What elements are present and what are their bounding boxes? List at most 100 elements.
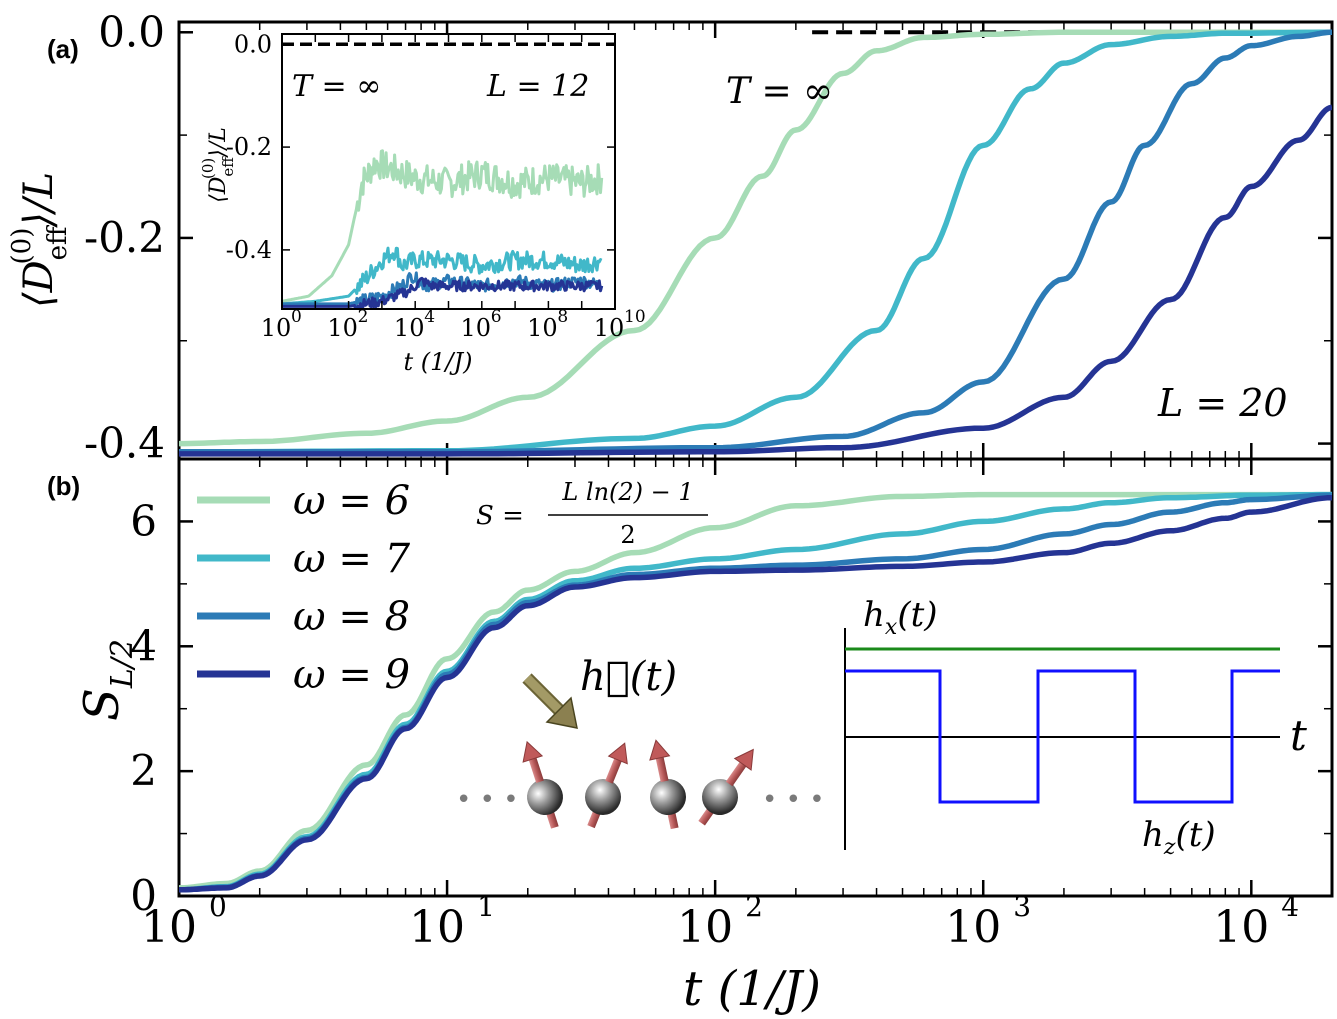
- y-tick-label: 0.0: [98, 7, 165, 56]
- panel-b-ytick-labels: 0 2 4 6: [130, 496, 157, 920]
- svg-text:⟨Deff(0)⟩/L: ⟨Deff(0)⟩/L: [7, 172, 73, 308]
- spin-shaft: [725, 760, 748, 787]
- panel-a-inset: 10 0 10 2 10 4 10 6 10 8 10 10 0.0-0.2-0.4 T = ∞ L …: [199, 30, 646, 376]
- inset-x-tick-exponent: 8: [557, 307, 568, 327]
- spin-arrowhead: [733, 748, 754, 771]
- legend-label-w9: ω = 9: [293, 652, 410, 698]
- inset-y-tick-label: -0.4: [226, 236, 272, 264]
- inset-series-w6: [282, 149, 604, 303]
- left-dots: • • •: [456, 785, 519, 815]
- right-dots: • • •: [762, 785, 825, 815]
- y-tick-label: 0: [130, 871, 157, 920]
- spin-ball: [585, 779, 621, 815]
- hx-label: hx(t): [863, 595, 938, 640]
- panel-a-ylabel: ⟨Deff(0)⟩/L: [7, 172, 73, 308]
- spin-shaft: [528, 755, 544, 784]
- series-w8: [179, 29, 1332, 455]
- inset-t-infinity: T = ∞: [292, 69, 381, 104]
- series-w9: [179, 104, 1332, 457]
- spin-3: [649, 739, 686, 830]
- legend: ω = 6 ω = 7 ω = 8 ω = 9: [197, 478, 411, 698]
- x-tick-exponent: 3: [1013, 890, 1031, 923]
- entropy-formula-denominator: 2: [620, 521, 635, 549]
- inset-x-tick-exponent: 2: [358, 307, 369, 327]
- panel-b-xtick-labels: 10 0 10 1 10 2 10 3 10 4: [141, 890, 1299, 953]
- y-tick-label: 2: [130, 746, 157, 795]
- spin-chain-schematic: h⃗(t) • • • • • •: [456, 654, 825, 830]
- x-tick-label: 10: [677, 902, 733, 953]
- inset-ytick-labels: 0.0 -0.2 -0.4: [226, 30, 272, 264]
- inset-y-tick-label: 0.0: [234, 30, 272, 58]
- inset-x-tick-exponent: 10: [624, 307, 646, 327]
- x-tick-exponent: 2: [745, 890, 763, 923]
- inset-xtick-labels: 10 0 10 2 10 4 10 6 10 8 10 10: [261, 307, 646, 342]
- drive-t-label: t: [1290, 711, 1307, 760]
- spin-ball: [527, 779, 563, 815]
- spin-shaft: [605, 756, 623, 784]
- x-tick-exponent: 0: [209, 890, 227, 923]
- hz-label: hz(t): [1142, 815, 1216, 860]
- series-w6: [179, 491, 1332, 891]
- panel-b-series: [179, 491, 1332, 893]
- legend-label-w8: ω = 8: [293, 594, 410, 640]
- x-tick-exponent: 4: [1281, 890, 1299, 923]
- inset-x-tick-label: 10: [394, 314, 425, 342]
- panel-a-label: (a): [47, 34, 79, 64]
- svg-text:⟨Deff(0)⟩/L: ⟨Deff(0)⟩/L: [199, 127, 237, 203]
- x-tick-label: 10: [409, 902, 465, 953]
- inset-ticks: [281, 34, 616, 309]
- x-tick-label: 10: [141, 902, 197, 953]
- drive-protocol-schematic: hx(t) hz(t) t: [844, 595, 1307, 860]
- panel-b-ticks: [177, 458, 1333, 898]
- entropy-formula-left: S =: [476, 501, 524, 531]
- spin-ball: [650, 779, 686, 815]
- spin-arrowhead: [607, 742, 628, 765]
- inset-x-tick-label: 10: [594, 314, 625, 342]
- y-tick-label: -0.4: [84, 419, 165, 468]
- inset-x-tick-label: 10: [461, 314, 492, 342]
- spin-arrowhead: [522, 740, 544, 763]
- series-w9: [179, 494, 1332, 893]
- inset-xlabel: t (1/J): [404, 348, 473, 376]
- legend-label-w6: ω = 6: [293, 478, 410, 524]
- panel-a-L-label: L = 20: [1157, 381, 1288, 425]
- panel-b-ylabel: SL/2: [74, 639, 140, 721]
- inset-y-tick-label: -0.2: [226, 133, 272, 161]
- spin-2: [585, 742, 628, 829]
- y-tick-label: 4: [130, 621, 157, 670]
- inset-ylabel: ⟨Deff(0)⟩/L: [199, 127, 237, 203]
- inset-x-tick-exponent: 6: [491, 307, 502, 327]
- inset-L-label: L = 12: [486, 69, 589, 104]
- spin-arrowhead: [649, 739, 671, 761]
- panel-a-series: [179, 29, 1332, 457]
- h-vector-label: h⃗(t): [580, 654, 677, 700]
- panel-b-label: (b): [47, 471, 80, 501]
- inset-series-w9: [282, 276, 604, 309]
- spin-shaft: [655, 755, 669, 783]
- spins: [522, 739, 754, 830]
- inset-x-tick-label: 10: [527, 314, 558, 342]
- panel-b-xlabel: t (1/J): [683, 961, 821, 1017]
- legend-label-w7: ω = 7: [293, 536, 411, 582]
- entropy-formula: S = L ln(2) − 1 2: [476, 478, 708, 549]
- panel-a: 0.0 -0.2 -0.4 (a) ⟨Deff(0)⟩/L T = ∞ L = 20: [7, 7, 1334, 468]
- x-tick-exponent: 1: [477, 890, 495, 923]
- h-vector-arrow: [522, 673, 578, 729]
- inset-series-w7: [282, 246, 603, 306]
- inset-x-tick-exponent: 4: [424, 307, 435, 327]
- series-w7: [179, 29, 1332, 455]
- y-tick-label: -0.2: [84, 213, 165, 262]
- panel-a-t-infinity: T = ∞: [726, 71, 833, 112]
- spin-1: [522, 740, 563, 829]
- entropy-formula-numerator: L ln(2) − 1: [561, 478, 693, 506]
- svg-text:SL/2: SL/2: [74, 639, 140, 721]
- series-w6: [179, 29, 1332, 447]
- hz-line: [845, 669, 1280, 804]
- inset-x-tick-label: 10: [261, 314, 292, 342]
- x-tick-label: 10: [945, 902, 1001, 953]
- panel-a-ytick-labels: 0.0 -0.2 -0.4: [84, 7, 165, 467]
- spin-ball: [702, 779, 738, 815]
- y-tick-label: 6: [130, 496, 157, 545]
- spin-4: [698, 748, 754, 826]
